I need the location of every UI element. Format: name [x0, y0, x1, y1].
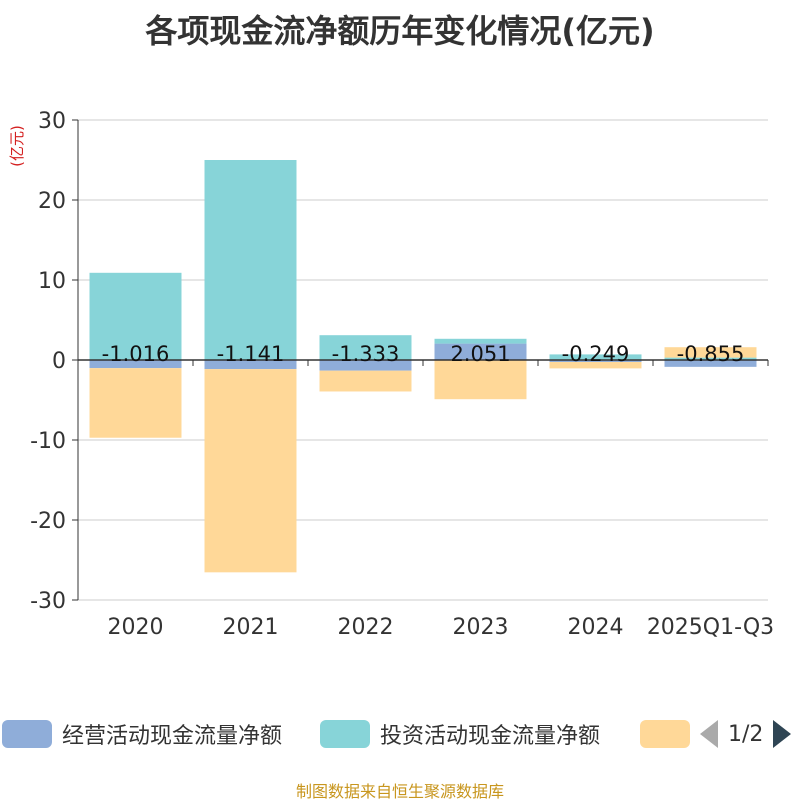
y-tick-label: -20: [30, 509, 66, 534]
data-labels: -1.016 -1.141 -1.333 2.051 -0.249 -0.855: [102, 342, 745, 366]
x-tick-label: 2025Q1-Q3: [647, 615, 774, 640]
bar-segment: [319, 360, 412, 371]
bar-segment: [319, 335, 412, 360]
bar-chart: 30 20 10 0 -10 -20 -30 2020 2021 2022 2023 2024 2025…: [8, 109, 774, 640]
data-source: 制图数据来自恒生聚源数据库: [295, 782, 504, 801]
bar-segment: [204, 160, 297, 360]
y-tick-label: 30: [38, 109, 66, 134]
chart-title: 各项现金流净额历年变化情况(亿元): [145, 12, 655, 50]
bar-segment: [204, 360, 297, 370]
data-label: 2.051: [450, 342, 510, 366]
bar-segment: [549, 354, 642, 360]
data-label: -1.333: [332, 342, 400, 366]
grid-lines: [78, 119, 768, 601]
bar-segment: [664, 347, 757, 358]
bar-segment: [89, 368, 182, 438]
y-tick-label: -10: [30, 429, 66, 454]
data-label: -1.016: [102, 342, 170, 366]
bar-segment: [434, 360, 527, 400]
y-tick-label: 20: [38, 189, 66, 214]
legend-label: 经营活动现金流量净额: [62, 724, 283, 749]
bar-segment: [664, 357, 757, 360]
legend-page-indicator: 1/2: [728, 721, 764, 747]
bar-segment: [434, 338, 527, 344]
x-tick-label: 2023: [453, 615, 509, 640]
y-tick-label: 10: [38, 269, 66, 294]
bar-segment: [549, 360, 642, 362]
bar-segment: [319, 370, 412, 392]
data-label: -1.141: [217, 342, 285, 366]
bar-segment: [434, 343, 527, 360]
bar-segment: [89, 272, 182, 360]
previous-page-icon[interactable]: [700, 720, 718, 748]
legend-swatch: [640, 720, 690, 748]
y-axis-label: (亿元): [8, 125, 26, 167]
next-page-icon[interactable]: [773, 720, 792, 748]
y-tick-label: 0: [52, 349, 66, 374]
bar-segment: [204, 369, 297, 573]
legend-item-financing[interactable]: [640, 712, 700, 756]
bar-segment: [664, 360, 757, 367]
x-tick-label: 2022: [338, 615, 394, 640]
legend-swatch: [320, 720, 370, 748]
legend-item-operating[interactable]: 经营活动现金流量净额: [2, 712, 282, 756]
x-tick-label: 2024: [568, 615, 624, 640]
bar-segment: [549, 361, 642, 369]
y-tick-label: -30: [30, 589, 66, 614]
data-label: -0.855: [677, 342, 745, 366]
data-label: -0.249: [562, 342, 630, 366]
legend-label: 投资活动现金流量净额: [380, 724, 601, 749]
legend-item-investing[interactable]: 投资活动现金流量净额: [320, 712, 600, 756]
axes: 30 20 10 0 -10 -20 -30 2020 2021 2022 2023 2024 2025…: [30, 109, 774, 640]
bars: [89, 160, 757, 573]
legend: 经营活动现金流量净额 投资活动现金流量净额 1/2: [0, 712, 800, 756]
legend-swatch: [2, 720, 52, 748]
legend-pager: 1/2: [700, 712, 792, 756]
x-tick-label: 2021: [223, 615, 279, 640]
bar-segment: [89, 360, 182, 369]
x-tick-label: 2020: [108, 615, 164, 640]
